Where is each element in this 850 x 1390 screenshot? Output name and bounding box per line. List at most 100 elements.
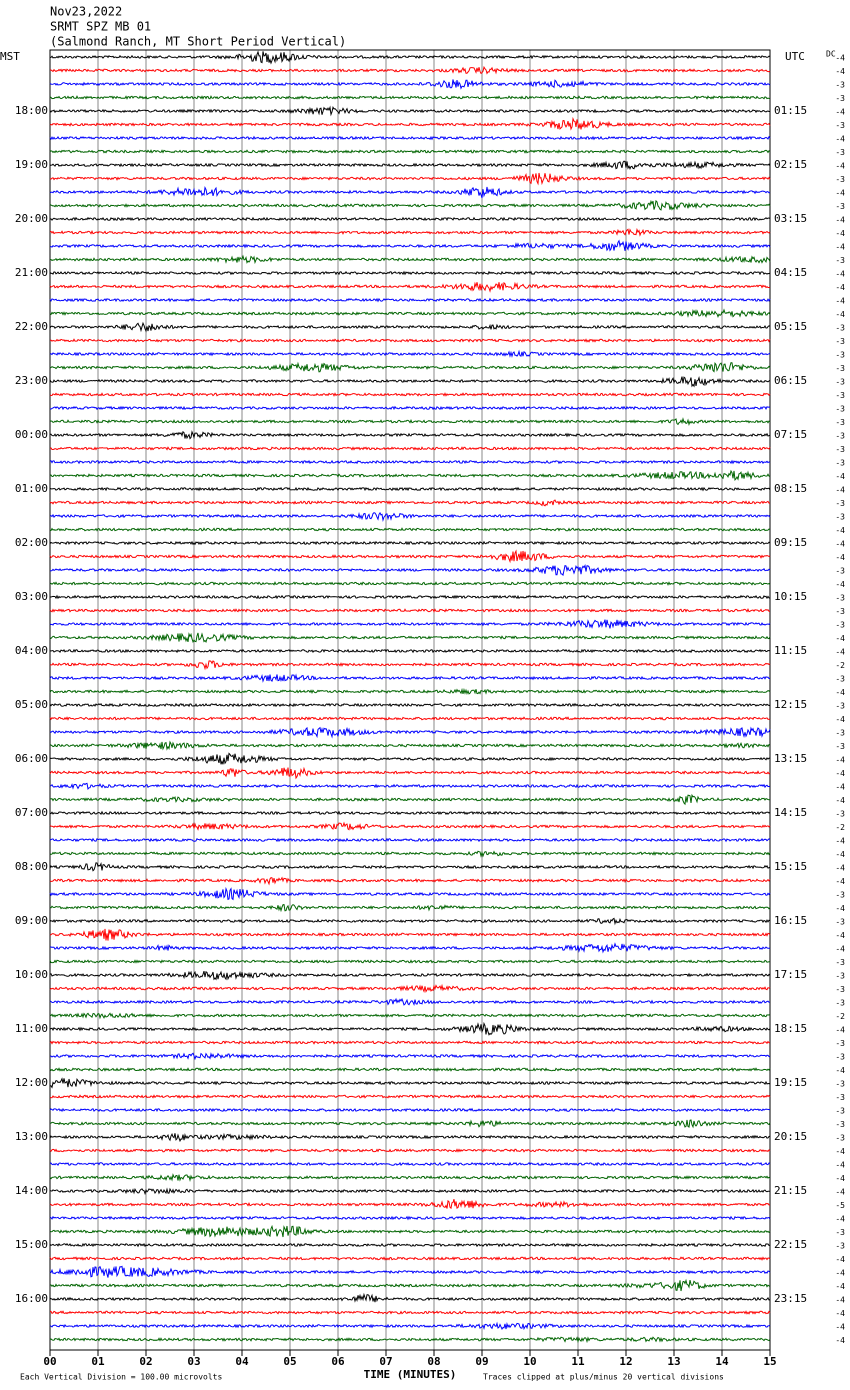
- x-tick-label: 05: [283, 1355, 296, 1368]
- dc-value: -4: [835, 189, 845, 198]
- utc-time-label: 01:15: [774, 104, 807, 117]
- dc-value: -4: [835, 634, 845, 643]
- dc-value: -3: [835, 972, 845, 981]
- dc-value: -4: [835, 904, 845, 913]
- mst-time-label: 15:00: [15, 1238, 48, 1251]
- dc-value: -4: [835, 850, 845, 859]
- dc-value: -4: [835, 1188, 845, 1197]
- x-tick-label: 00: [43, 1355, 56, 1368]
- trace: [49, 886, 771, 901]
- trace: [49, 917, 771, 926]
- dc-value: -4: [835, 162, 845, 171]
- dc-value: -3: [835, 1039, 845, 1048]
- trace: [49, 1199, 771, 1210]
- dc-value: -4: [835, 1174, 845, 1183]
- dc-value: -4: [835, 1282, 845, 1291]
- dc-value: -4: [835, 270, 845, 279]
- dc-value: -4: [835, 1269, 845, 1278]
- title: Nov23,2022: [50, 5, 122, 19]
- dc-value: -3: [835, 202, 845, 211]
- trace: [49, 928, 771, 941]
- trace: [49, 581, 771, 586]
- x-tick-label: 06: [331, 1355, 345, 1368]
- dc-value: -5: [835, 1201, 845, 1210]
- dc-value: -4: [835, 1323, 845, 1332]
- dc-value: -4: [835, 1255, 845, 1264]
- utc-time-label: 10:15: [774, 590, 807, 603]
- utc-time-label: 02:15: [774, 158, 807, 171]
- dc-value: -3: [835, 742, 845, 751]
- dc-value: -4: [835, 108, 845, 117]
- mst-time-label: 11:00: [15, 1022, 48, 1035]
- trace: [49, 1173, 771, 1182]
- trace: [49, 1321, 771, 1331]
- mst-time-label: 01:00: [15, 482, 48, 495]
- dc-value: -3: [835, 1107, 845, 1116]
- trace: [49, 716, 771, 721]
- trace: [49, 564, 771, 577]
- trace: [49, 1242, 771, 1248]
- utc-time-label: 18:15: [774, 1022, 807, 1035]
- dc-value: -4: [835, 486, 845, 495]
- x-tick-label: 15: [763, 1355, 776, 1368]
- utc-time-label: 04:15: [774, 266, 807, 279]
- trace: [49, 862, 771, 872]
- x-tick-label: 08: [427, 1355, 440, 1368]
- dc-value: -3: [835, 1134, 845, 1143]
- trace: [49, 959, 771, 964]
- x-tick-label: 01: [91, 1355, 105, 1368]
- trace: [49, 1215, 771, 1221]
- trace: [49, 1040, 771, 1045]
- dc-value: -3: [835, 405, 845, 414]
- trace: [50, 239, 771, 252]
- utc-time-label: 23:15: [774, 1292, 807, 1305]
- dc-value: -4: [835, 1336, 845, 1345]
- mst-time-label: 10:00: [15, 968, 48, 981]
- dc-value: -3: [835, 364, 845, 373]
- station: (Salmond Ranch, MT Short Period Vertical…: [50, 35, 346, 49]
- trace: [49, 79, 771, 90]
- trace: [49, 321, 771, 333]
- dc-value: -4: [835, 54, 845, 63]
- dc-value: -4: [835, 877, 845, 886]
- trace: [49, 1094, 771, 1099]
- mst-time-label: 19:00: [15, 158, 48, 171]
- trace: [49, 876, 771, 886]
- trace: [49, 499, 771, 507]
- utc-time-label: 07:15: [774, 428, 807, 441]
- mst-time-label: 06:00: [15, 752, 48, 765]
- dc-value: -3: [835, 1093, 845, 1102]
- trace: [49, 1187, 771, 1196]
- dc-value: -3: [835, 607, 845, 616]
- trace: [49, 1021, 771, 1036]
- clip-note: Traces clipped at plus/minus 20 vertical…: [483, 1373, 724, 1382]
- trace: [50, 50, 771, 65]
- dc-value: -4: [835, 1066, 845, 1075]
- trace: [49, 726, 771, 739]
- trace: [49, 297, 771, 303]
- mst-time-label: 23:00: [15, 374, 48, 387]
- trace: [49, 983, 771, 994]
- right-axis-label: UTC: [785, 50, 805, 63]
- dc-value: -3: [835, 81, 845, 90]
- dc-value: -4: [835, 1147, 845, 1156]
- trace: [49, 105, 770, 117]
- utc-time-label: 14:15: [774, 806, 807, 819]
- dc-value: -3: [835, 418, 845, 427]
- dc-value: -3: [835, 513, 845, 522]
- dc-value: -4: [835, 715, 845, 724]
- trace: [49, 997, 770, 1006]
- trace: [49, 1336, 771, 1344]
- dc-value: -3: [835, 175, 845, 184]
- trace: [49, 970, 771, 981]
- dc-value: -4: [835, 648, 845, 657]
- trace: [49, 1148, 771, 1153]
- dc-value: -4: [835, 553, 845, 562]
- mst-time-label: 08:00: [15, 860, 48, 873]
- trace: [49, 446, 771, 451]
- mst-time-label: 09:00: [15, 914, 48, 927]
- trace: [49, 1132, 771, 1143]
- dc-value: -4: [835, 283, 845, 292]
- mst-time-label: 02:00: [15, 536, 48, 549]
- utc-time-label: 13:15: [774, 752, 807, 765]
